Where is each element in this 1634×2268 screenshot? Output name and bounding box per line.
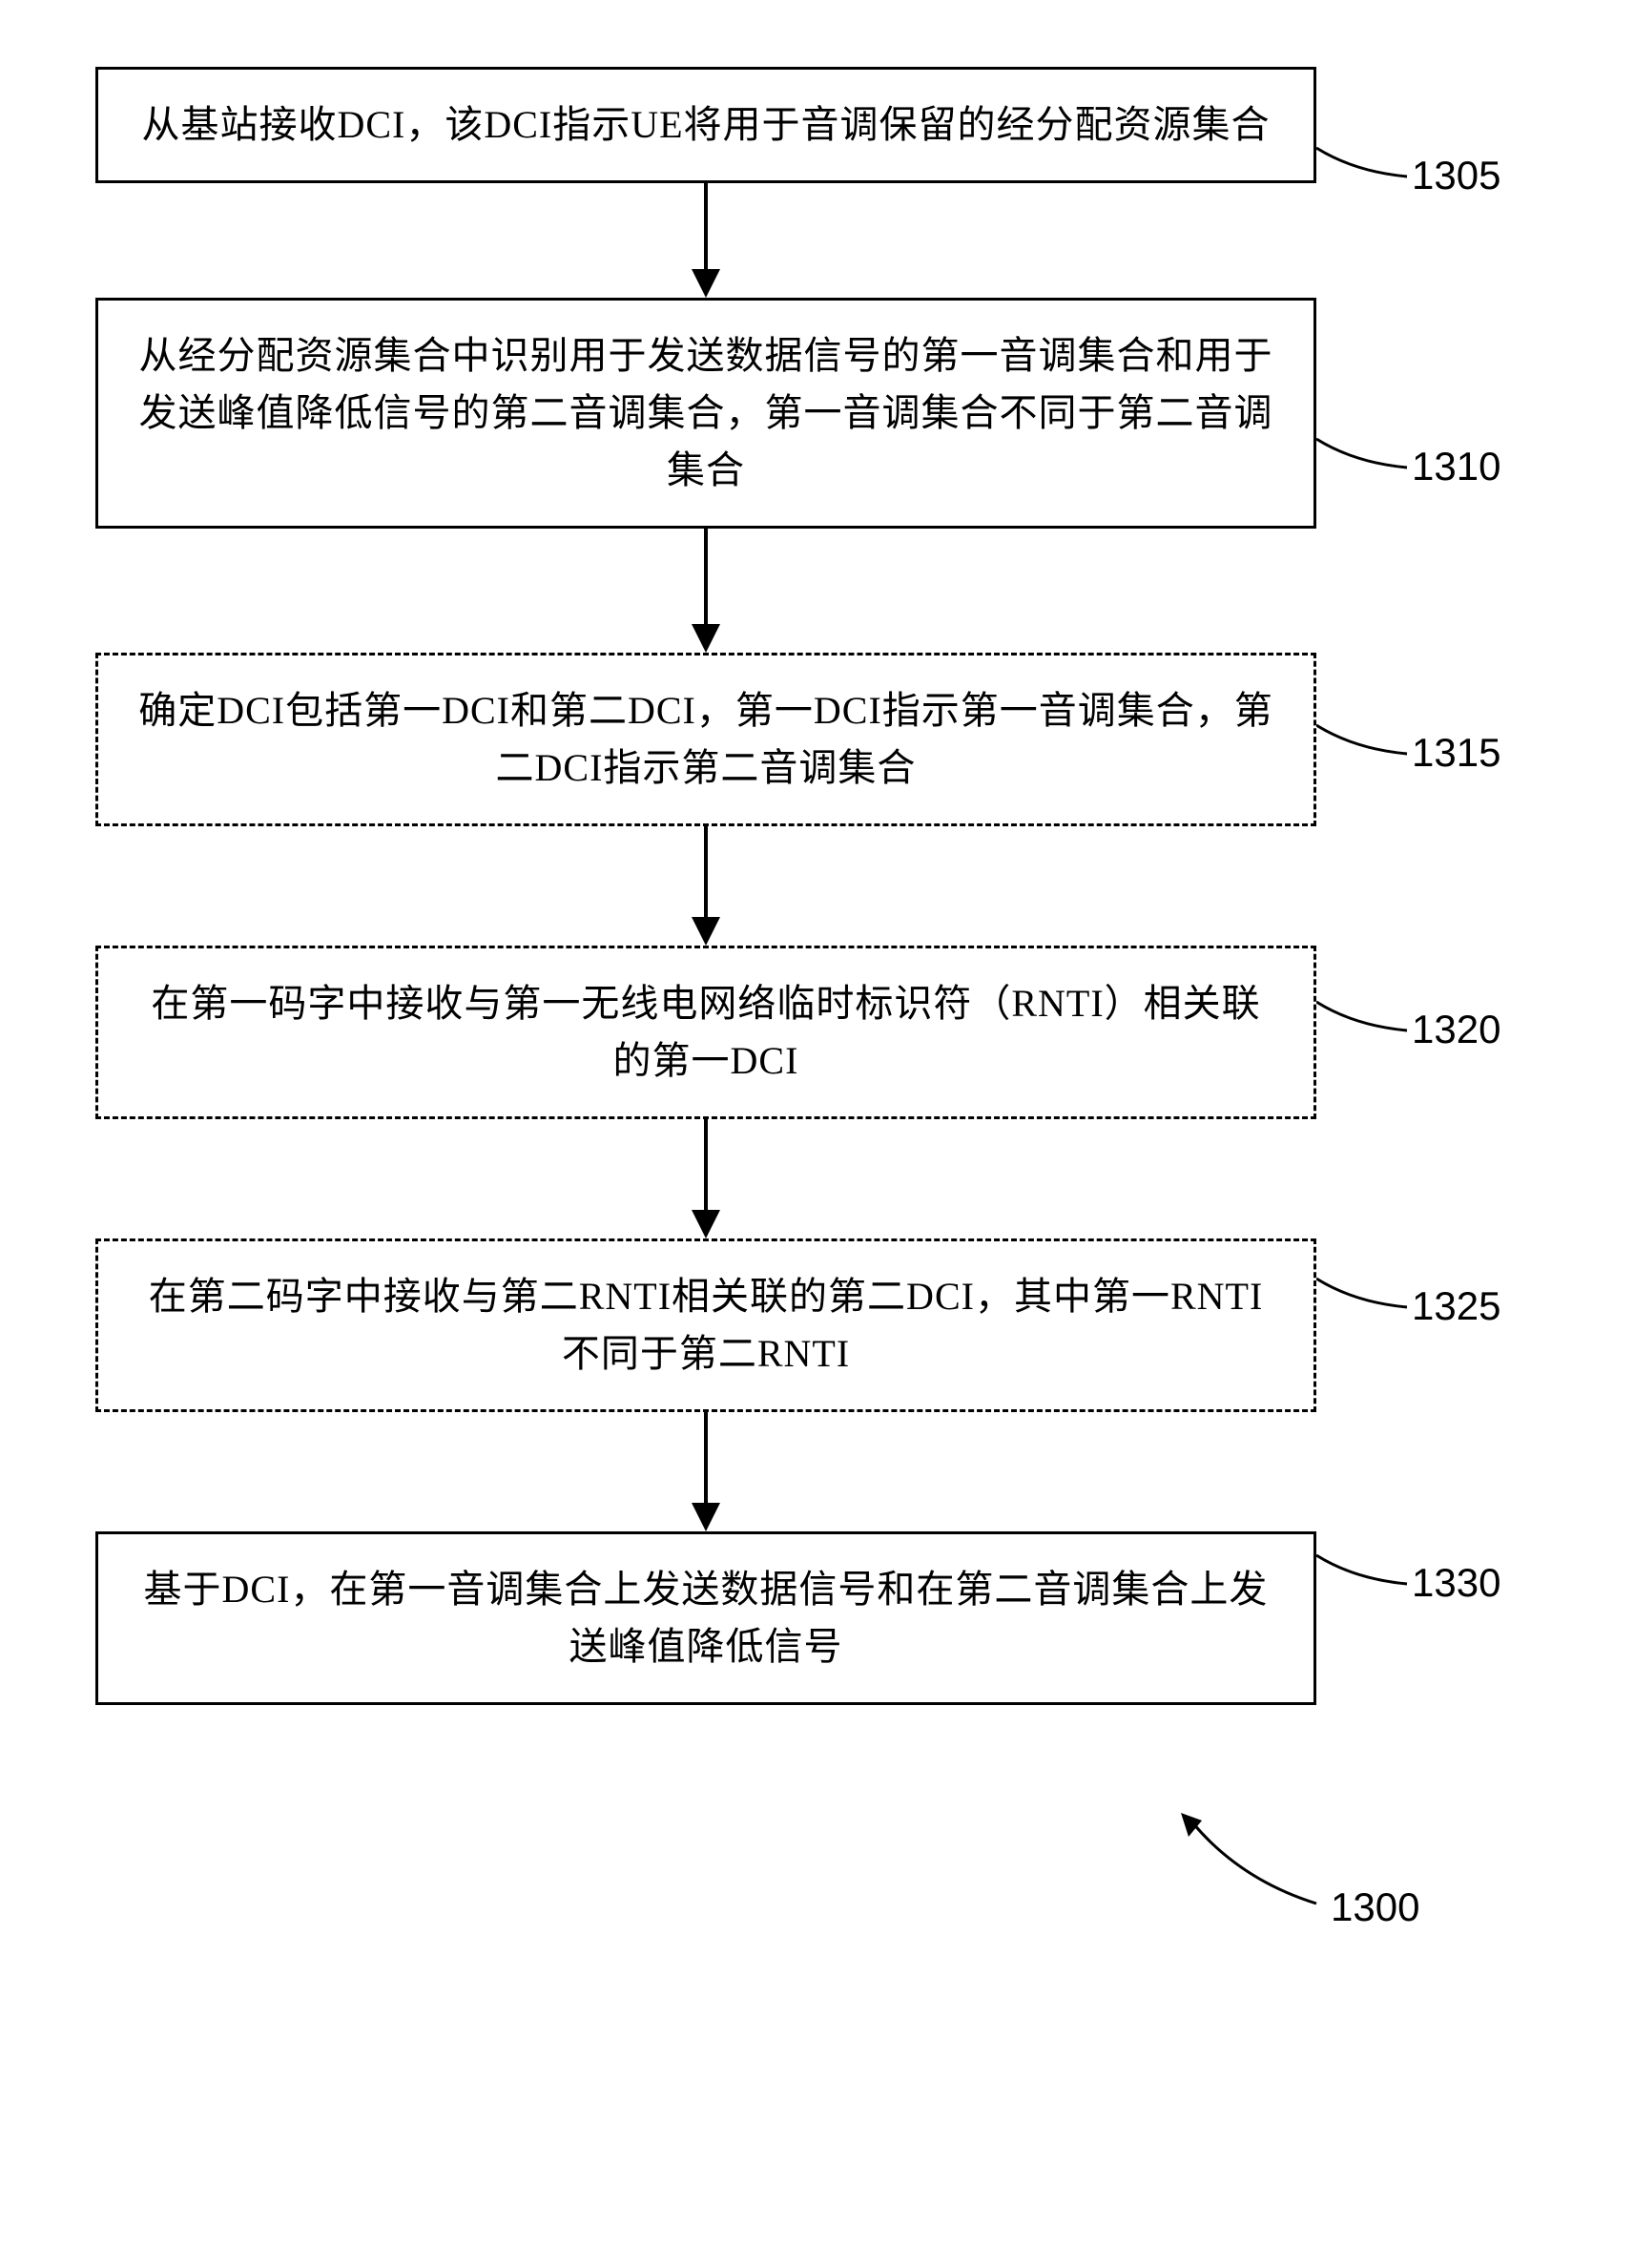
figure-label: 1300 [1331,1884,1419,1930]
flow-node-4: 在第一码字中接收与第一无线电网络临时标识符（RNTI）相关联的第一DCI [95,946,1316,1119]
node-text: 从基站接收DCI，该DCI指示UE将用于音调保留的经分配资源集合 [141,96,1270,154]
node-text: 在第二码字中接收与第二RNTI相关联的第二DCI，其中第一RNTI不同于第二RN… [136,1268,1275,1383]
flowchart-container: 从基站接收DCI，该DCI指示UE将用于音调保留的经分配资源集合 1305 从经… [0,0,1634,2268]
arrow-1-2 [95,183,1316,298]
flow-node-5: 在第二码字中接收与第二RNTI相关联的第二DCI，其中第一RNTI不同于第二RN… [95,1238,1316,1412]
arrow-3-4 [95,826,1316,946]
node-label-3: 1315 [1412,730,1500,776]
arrow-2-3 [95,529,1316,653]
figure-label-arrow [1164,1813,1335,1937]
node-text: 从经分配资源集合中识别用于发送数据信号的第一音调集合和用于发送峰值降低信号的第二… [136,327,1275,499]
arrow-4-5 [95,1119,1316,1238]
node-text: 基于DCI，在第一音调集合上发送数据信号和在第二音调集合上发送峰值降低信号 [136,1561,1275,1675]
flow-node-2: 从经分配资源集合中识别用于发送数据信号的第一音调集合和用于发送峰值降低信号的第二… [95,298,1316,529]
node-label-5: 1325 [1412,1283,1500,1329]
node-label-1: 1305 [1412,153,1500,198]
node-text: 确定DCI包括第一DCI和第二DCI，第一DCI指示第一音调集合，第二DCI指示… [136,682,1275,797]
arrow-5-6 [95,1412,1316,1531]
node-label-6: 1330 [1412,1560,1500,1606]
flow-node-3: 确定DCI包括第一DCI和第二DCI，第一DCI指示第一音调集合，第二DCI指示… [95,653,1316,826]
flow-node-6: 基于DCI，在第一音调集合上发送数据信号和在第二音调集合上发送峰值降低信号 [95,1531,1316,1705]
flow-node-1: 从基站接收DCI，该DCI指示UE将用于音调保留的经分配资源集合 [95,67,1316,183]
node-text: 在第一码字中接收与第一无线电网络临时标识符（RNTI）相关联的第一DCI [136,975,1275,1090]
node-label-4: 1320 [1412,1007,1500,1052]
node-label-2: 1310 [1412,444,1500,489]
